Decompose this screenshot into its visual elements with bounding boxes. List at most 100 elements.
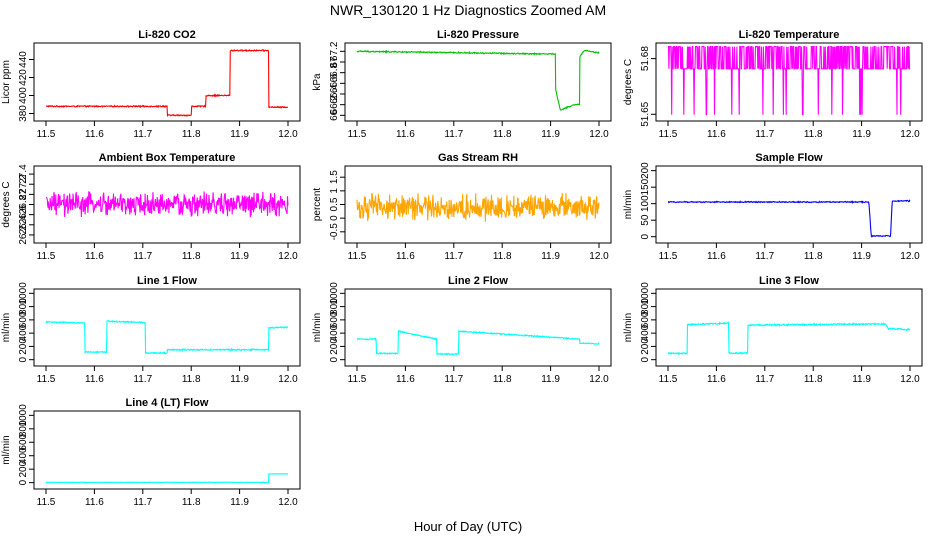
y-tick-label: 1000 (18, 282, 29, 305)
x-tick-label: 11.5 (659, 129, 678, 140)
x-tick-label: 12.0 (900, 251, 920, 262)
y-tick-label: 67 (329, 56, 340, 68)
x-tick-label: 11.5 (348, 129, 367, 140)
x-tick-label: 11.7 (133, 497, 152, 508)
x-tick-label: 11.7 (755, 129, 774, 140)
x-tick-label: 11.8 (182, 251, 201, 262)
x-tick-label: 11.9 (230, 129, 249, 140)
y-tick-label: 26.4 (18, 215, 29, 235)
y-tick-label: 66.2 (329, 94, 340, 114)
y-tick-label: 1000 (18, 404, 29, 427)
x-tick-label: 11.7 (755, 374, 774, 385)
y-tick-label: 800 (329, 298, 340, 315)
panel-line-4-lt-flow: Line 4 (LT) Flow ml/min 11.5 11.6 11.7 11.8 11… (1, 397, 301, 508)
y-tick-label: 66.6 (329, 73, 340, 93)
y-tick-label: 200 (18, 460, 29, 477)
series-line (356, 192, 600, 222)
series-line (46, 48, 289, 118)
y-axis-label: ml/min (1, 313, 12, 342)
y-tick-label: 0 (329, 215, 340, 221)
y-tick-label: 1 (329, 188, 340, 194)
panel-title: Li-820 Temperature (739, 29, 840, 41)
x-tick-label: 11.9 (852, 129, 871, 140)
series-line (356, 49, 600, 111)
y-tick-label: 800 (18, 420, 29, 437)
x-tick-label: 12.0 (278, 497, 298, 508)
figure-x-axis-label: Hour of Day (UTC) (414, 519, 522, 534)
x-tick-label: 12.0 (278, 251, 298, 262)
y-tick-label: 400 (18, 324, 29, 341)
plot-frame (655, 288, 923, 367)
x-tick-label: 12.0 (589, 251, 609, 262)
y-tick-label: 0 (18, 479, 29, 485)
y-tick-label: 26.6 (18, 204, 29, 224)
y-tick-label: 67.2 (329, 41, 340, 61)
y-tick-label: 400 (18, 87, 29, 104)
plot-frame (655, 165, 923, 244)
panel-line-2-flow: Line 2 Flow ml/min 11.5 11.6 11.7 11.8 11.9 12.… (312, 275, 612, 385)
y-tick-label: 0 (640, 356, 651, 362)
x-tick-label: 11.8 (493, 374, 512, 385)
y-tick-label: 0.5 (329, 197, 340, 211)
y-tick-label: 50 (640, 214, 651, 226)
y-tick-label: 51.65 (640, 101, 651, 126)
x-tick-label: 11.5 (37, 374, 56, 385)
y-tick-label: 66 (329, 109, 340, 121)
y-tick-label: 51.68 (640, 46, 651, 71)
x-tick-label: 11.6 (707, 251, 726, 262)
y-tick-label: 200 (640, 338, 651, 355)
series-line (45, 319, 289, 355)
series-line (356, 329, 600, 356)
series-line (667, 320, 911, 356)
panel-title: Ambient Box Temperature (99, 152, 236, 164)
y-tick-label: 200 (640, 162, 651, 179)
y-tick-label: 600 (18, 433, 29, 450)
panel-title: Line 1 Flow (137, 275, 197, 287)
y-tick-label: 600 (640, 311, 651, 328)
x-tick-label: 11.8 (804, 374, 823, 385)
plot-frame (33, 410, 301, 490)
x-tick-label: 12.0 (900, 129, 920, 140)
x-tick-label: 11.8 (804, 129, 823, 140)
x-tick-label: 11.9 (541, 129, 560, 140)
x-tick-label: 11.5 (37, 251, 56, 262)
x-tick-label: 11.6 (85, 129, 104, 140)
series-line (667, 199, 911, 238)
y-tick-label: 66.8 (329, 62, 340, 82)
y-tick-label: 440 (18, 51, 29, 68)
y-axis-label: ml/min (312, 313, 323, 342)
plot-frame (344, 288, 612, 367)
y-tick-label: 150 (640, 178, 651, 195)
y-axis-label: ml/min (1, 435, 12, 464)
plot-frame (655, 42, 923, 122)
y-tick-label: 400 (640, 324, 651, 341)
x-tick-label: 11.6 (396, 374, 415, 385)
y-tick-label: 27.4 (18, 164, 29, 184)
series-line (667, 46, 911, 116)
x-tick-label: 11.7 (133, 129, 152, 140)
panel-title: Line 2 Flow (448, 275, 508, 287)
y-tick-label: 27 (18, 188, 29, 200)
plot-frame (33, 288, 301, 367)
x-tick-label: 11.8 (493, 251, 512, 262)
y-axis-label: degrees C (623, 59, 634, 105)
x-tick-label: 11.6 (85, 251, 104, 262)
x-tick-label: 11.8 (182, 497, 201, 508)
x-tick-label: 11.6 (707, 374, 726, 385)
y-tick-label: 1.5 (329, 170, 340, 184)
x-tick-label: 12.0 (900, 374, 920, 385)
x-tick-label: 11.9 (230, 497, 249, 508)
y-tick-label: 800 (640, 298, 651, 315)
x-tick-label: 11.5 (348, 374, 367, 385)
plot-frame (344, 42, 612, 122)
x-tick-label: 11.7 (444, 374, 463, 385)
y-axis-label: percent (312, 188, 323, 222)
x-tick-label: 11.8 (182, 374, 201, 385)
y-axis-label: ml/min (623, 313, 634, 342)
y-tick-label: 400 (329, 324, 340, 341)
y-tick-label: 27.2 (18, 174, 29, 194)
y-tick-label: 200 (329, 338, 340, 355)
y-tick-label: 1000 (640, 282, 651, 305)
y-tick-label: 600 (329, 311, 340, 328)
